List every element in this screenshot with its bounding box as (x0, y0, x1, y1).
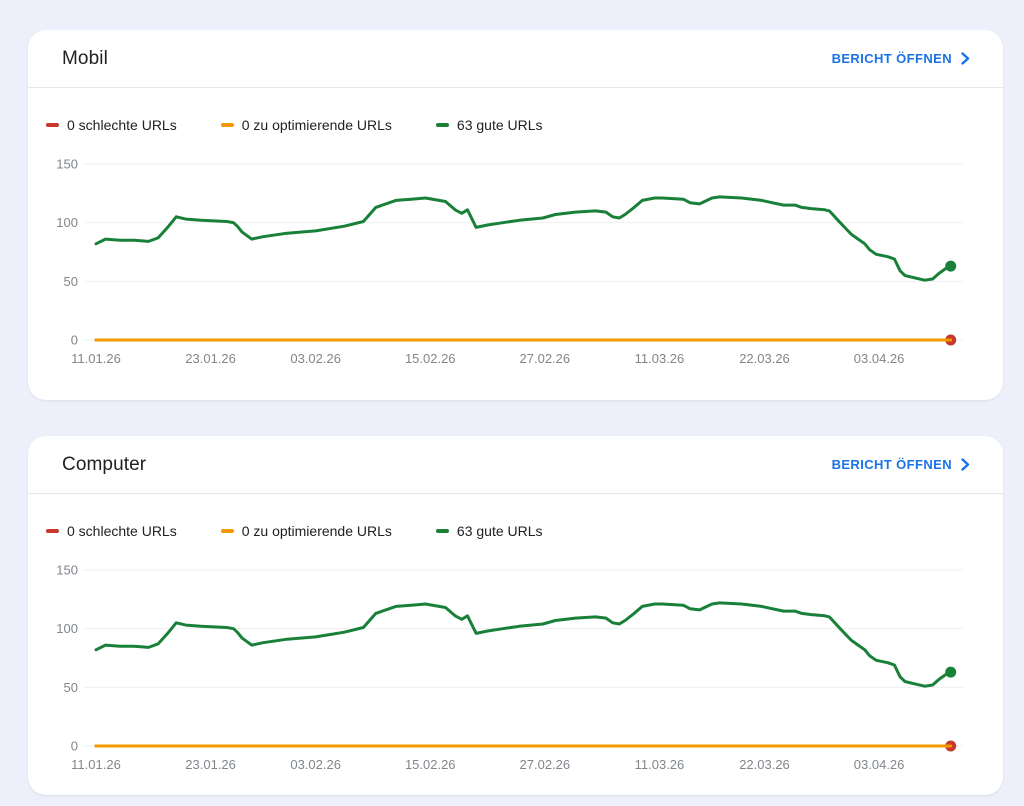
open-report-label: BERICHT ÖFFNEN (831, 51, 952, 66)
legend-item-bad-urls[interactable]: 0 schlechte URLs (46, 117, 177, 133)
legend-label: 0 zu optimierende URLs (241, 117, 392, 133)
legend-item-good-urls[interactable]: 63 gute URLs (435, 523, 543, 539)
needs-improvement-dash-icon (220, 123, 234, 127)
svg-text:11.03.26: 11.03.26 (635, 757, 685, 772)
svg-text:100: 100 (56, 621, 78, 636)
svg-text:0: 0 (71, 739, 78, 754)
svg-text:15.02.26: 15.02.26 (405, 757, 456, 772)
legend-label: 0 zu optimierende URLs (241, 523, 392, 539)
svg-text:11.01.26: 11.01.26 (71, 757, 121, 772)
svg-text:22.03.26: 22.03.26 (739, 757, 790, 772)
svg-text:50: 50 (64, 680, 78, 695)
svg-text:23.01.26: 23.01.26 (185, 757, 236, 772)
card-header: Computer BERICHT ÖFFNEN (28, 436, 1003, 494)
legend-item-needs-improvement-urls[interactable]: 0 zu optimierende URLs (220, 523, 392, 539)
needs-improvement-dash-icon (220, 529, 234, 533)
legend-label: 63 gute URLs (456, 523, 543, 539)
bad-urls-dash-icon (46, 529, 59, 533)
svg-text:03.04.26: 03.04.26 (854, 351, 905, 366)
svg-text:27.02.26: 27.02.26 (520, 351, 571, 366)
svg-text:100: 100 (56, 215, 78, 230)
open-report-link[interactable]: BERICHT ÖFFNEN (832, 51, 970, 66)
legend-item-good-urls[interactable]: 63 gute URLs (435, 117, 543, 133)
svg-text:03.02.26: 03.02.26 (290, 757, 341, 772)
legend-label: 0 schlechte URLs (67, 117, 177, 133)
svg-text:22.03.26: 22.03.26 (739, 351, 790, 366)
chart-legend: 0 schlechte URLs 0 zu optimierende URLs … (46, 520, 587, 542)
svg-text:11.01.26: 11.01.26 (71, 351, 121, 366)
svg-text:23.01.26: 23.01.26 (185, 351, 236, 366)
legend-label: 63 gute URLs (456, 117, 543, 133)
svg-text:150: 150 (56, 563, 78, 578)
mobil-url-trend-chart[interactable]: 0 50 100 150 11.01.26 23.01.26 03.02.26 15.02.2… (28, 148, 1003, 386)
mobile-vitals-card: Mobil BERICHT ÖFFNEN 0 schlechte URLs 0 … (28, 30, 1003, 400)
legend-item-bad-urls[interactable]: 0 schlechte URLs (46, 523, 177, 539)
card-title-computer: Computer (62, 453, 147, 475)
chart-legend: 0 schlechte URLs 0 zu optimierende URLs … (46, 114, 587, 136)
svg-text:0: 0 (71, 333, 78, 348)
desktop-vitals-card: Computer BERICHT ÖFFNEN 0 schlechte URLs… (28, 436, 1003, 795)
chevron-right-icon (961, 458, 970, 471)
legend-item-needs-improvement-urls[interactable]: 0 zu optimierende URLs (220, 117, 392, 133)
open-report-label: BERICHT ÖFFNEN (831, 457, 952, 472)
svg-text:11.03.26: 11.03.26 (635, 351, 685, 366)
svg-text:50: 50 (64, 274, 78, 289)
computer-url-trend-chart[interactable]: 0 50 100 150 11.01.26 23.01.26 03.02.26 15.02.2… (28, 554, 1003, 792)
chevron-right-icon (961, 52, 970, 65)
open-report-link[interactable]: BERICHT ÖFFNEN (832, 457, 970, 472)
svg-text:27.02.26: 27.02.26 (520, 757, 571, 772)
svg-text:150: 150 (56, 157, 78, 172)
good-urls-dash-icon (435, 123, 449, 127)
card-title-mobil: Mobil (62, 47, 108, 69)
legend-label: 0 schlechte URLs (67, 523, 177, 539)
svg-text:03.04.26: 03.04.26 (854, 757, 905, 772)
good-urls-dash-icon (435, 529, 449, 533)
card-header: Mobil BERICHT ÖFFNEN (28, 30, 1003, 88)
bad-urls-dash-icon (46, 123, 59, 127)
svg-text:03.02.26: 03.02.26 (290, 351, 341, 366)
svg-text:15.02.26: 15.02.26 (405, 351, 456, 366)
